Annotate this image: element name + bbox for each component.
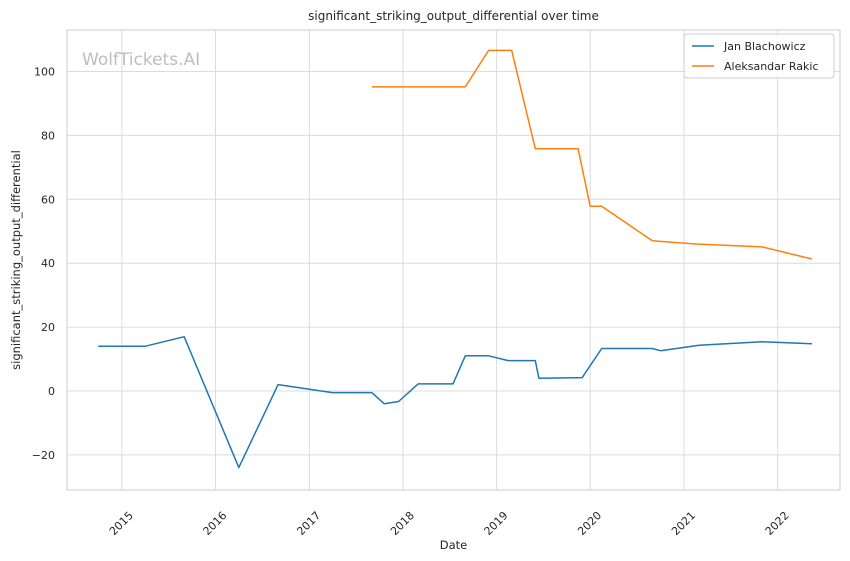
y-tick-label: 60 (41, 193, 55, 206)
series-layer (98, 49, 813, 469)
y-tick-label: 40 (41, 257, 55, 270)
series-line-aleksandar-rakic (371, 49, 813, 260)
y-tick-label: 80 (41, 129, 55, 142)
legend-box (683, 33, 835, 79)
legend-label: Aleksandar Rakic (724, 60, 819, 73)
y-tick-label: −20 (32, 449, 55, 462)
legend-label: Jan Blachowicz (723, 40, 806, 53)
y-axis-label: significant_striking_output_differential (9, 150, 23, 370)
watermark: WolfTickets.AI (82, 50, 200, 70)
x-axis-label: Date (440, 538, 468, 552)
y-tick-label: 100 (34, 66, 55, 79)
y-tick-label: 20 (41, 321, 55, 334)
chart-title: significant_striking_output_differential… (308, 9, 599, 23)
plot-frame (66, 29, 841, 491)
series-line-jan-blachowicz (98, 335, 813, 469)
legend: Jan Blachowicz Aleksandar Rakic (683, 33, 835, 79)
grid-lines (67, 30, 840, 490)
y-tick-label: 0 (48, 385, 55, 398)
